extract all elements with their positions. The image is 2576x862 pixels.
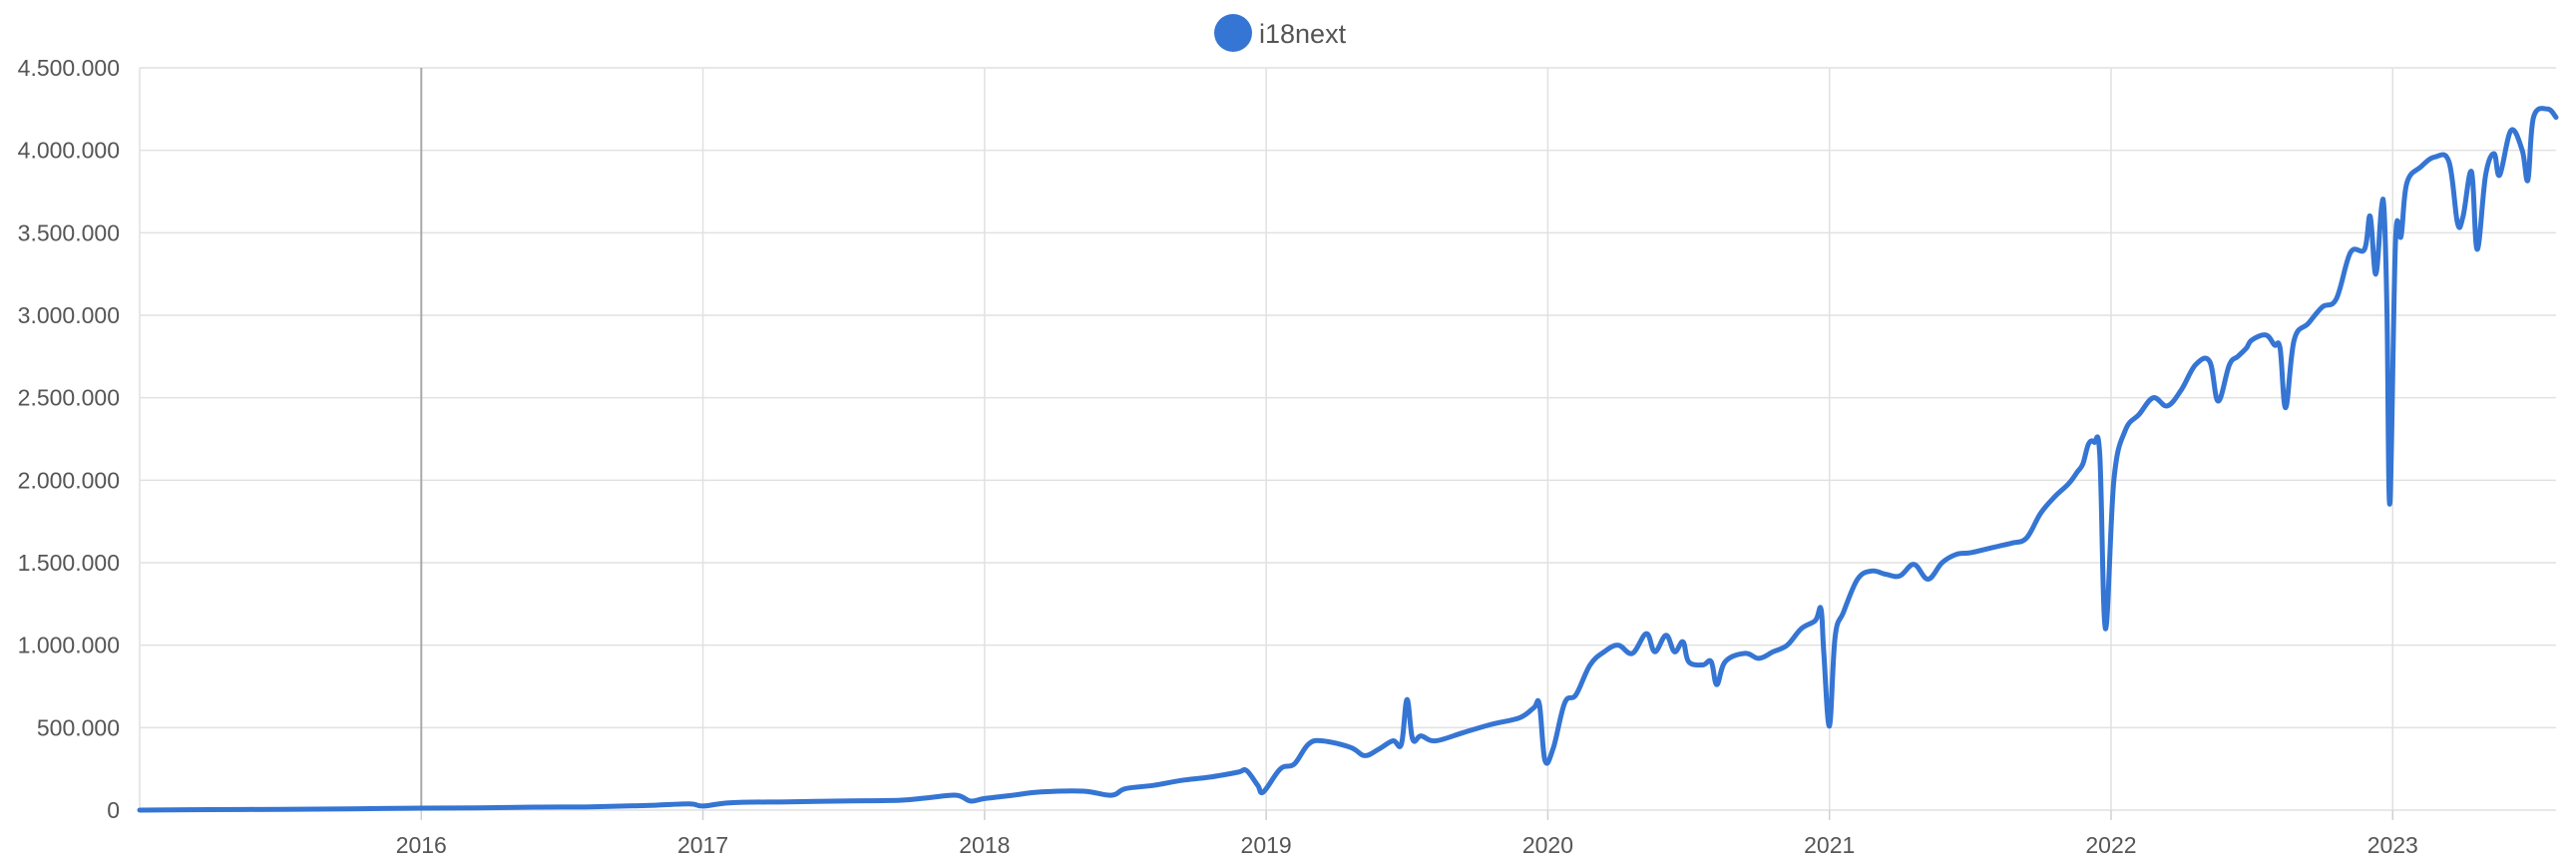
x-tick-label: 2019 xyxy=(1241,832,1292,858)
x-tick-label: 2023 xyxy=(2367,832,2418,858)
x-tick-label: 2022 xyxy=(2085,832,2136,858)
y-tick-label: 3.000.000 xyxy=(18,302,120,328)
legend[interactable]: i18next xyxy=(1214,14,1347,52)
y-tick-label: 3.500.000 xyxy=(18,219,120,245)
x-tick-label: 2021 xyxy=(1804,832,1855,858)
y-tick-label: 500.000 xyxy=(37,714,120,740)
y-tick-label: 2.500.000 xyxy=(18,385,120,411)
y-tick-label: 0 xyxy=(107,797,120,823)
series-line-i18next xyxy=(137,106,2559,813)
y-tick-label: 2.000.000 xyxy=(18,467,120,493)
y-tick-label: 1.000.000 xyxy=(18,633,120,658)
x-tick-label: 2016 xyxy=(396,832,447,858)
x-tick-label: 2020 xyxy=(1522,832,1573,858)
legend-marker-icon[interactable] xyxy=(1214,14,1252,52)
x-tick-label: 2017 xyxy=(677,832,728,858)
y-tick-label: 4.500.000 xyxy=(18,55,120,81)
y-tick-label: 4.000.000 xyxy=(18,138,120,164)
y-tick-label: 1.500.000 xyxy=(18,550,120,576)
y-axis: 0 500.000 1.000.000 1.500.000 2.000.000 2.500… xyxy=(18,55,120,823)
x-axis: 2016 2017 2018 2019 2020 2021 2022 2023 xyxy=(396,810,2418,858)
grid-lines xyxy=(139,67,2556,811)
legend-label[interactable]: i18next xyxy=(1259,19,1347,49)
x-tick-label: 2018 xyxy=(959,832,1010,858)
series-layer xyxy=(137,106,2559,813)
